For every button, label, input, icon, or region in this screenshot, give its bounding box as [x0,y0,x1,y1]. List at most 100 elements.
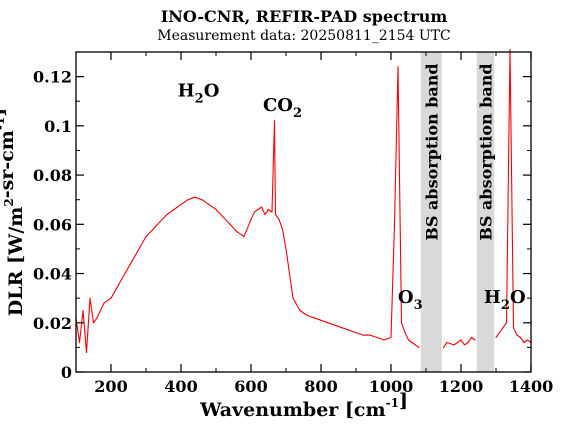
data-point [292,297,294,299]
data-point [281,228,284,230]
data-point [229,223,231,225]
data-point [138,248,140,250]
data-point [131,260,133,262]
data-point [222,216,224,218]
data-point [509,48,511,51]
data-point [463,344,466,346]
data-point [145,236,147,238]
data-point [152,228,154,230]
y-tick-label: 0.12 [33,68,72,87]
shaded-bands: BS absorption band BS absorption band [420,52,496,372]
data-point [512,327,515,329]
data-point [271,211,273,213]
data-point [502,327,504,329]
data-point [474,339,476,341]
spectrum-line-1 [75,48,532,353]
data-point [253,211,256,213]
data-point [250,218,252,220]
data-point [96,317,98,319]
x-tick-label: 1200 [439,377,484,396]
y-tick-label: 0.06 [33,215,72,234]
data-point [348,329,350,331]
x-tick-label: 800 [304,377,337,396]
data-point [236,231,238,233]
axis-ticks: 200 400 600 800 1000 1200 1400 0 0.02 0.04 0.06 0.0… [33,52,553,396]
data-point [460,339,462,341]
data-point [288,272,291,275]
data-point [320,319,322,321]
band-label-1: BS absorption band [422,63,441,240]
absorption-band-2 [476,52,495,372]
data-point [467,341,469,344]
plot-frame [75,51,532,373]
data-point [103,302,105,304]
chart-title: INO-CNR, REFIR-PAD spectrum [161,7,448,26]
data-point [404,332,406,334]
data-point [414,344,417,346]
data-point [470,336,473,339]
data-point [327,322,329,324]
absorption-band-1 [420,52,442,372]
data-point [215,208,217,211]
data-point [274,213,277,216]
data-point [273,120,276,122]
x-tick-label: 600 [234,377,267,396]
data-point [400,322,403,324]
data-point [264,213,266,216]
data-point [526,339,529,341]
x-tick-label: 400 [164,377,197,396]
data-point [124,272,126,275]
data-point [187,199,189,201]
data-point [166,213,168,216]
annotation-1: H2O [178,80,220,106]
annotation-2: CO2 [263,95,302,121]
y-tick-label: 0 [61,363,72,382]
data-point [523,341,525,344]
data-point [99,309,102,312]
data-point [390,336,392,339]
data-point [516,334,518,336]
data-point [257,208,259,211]
data-point [341,327,343,329]
data-point [383,339,385,341]
x-tick-label: 200 [94,377,127,396]
data-point [278,218,280,220]
data-point [92,322,95,324]
data-point [355,332,357,334]
data-point [260,206,263,208]
data-point [505,322,508,324]
data-point [519,336,522,339]
data-point [159,221,161,223]
x-tick-label: 1400 [509,377,554,396]
data-point [180,204,182,206]
data-point [306,314,308,316]
data-point [495,336,497,339]
data-point [407,339,410,341]
data-point [397,66,399,68]
chart-subtitle: Measurement data: 20250811_2154 UTC [157,28,450,44]
data-point [442,346,445,348]
data-point [376,336,378,339]
data-point [117,285,119,287]
data-point [334,324,336,326]
data-point [411,341,413,344]
data-point [393,223,396,225]
data-point [110,297,112,299]
x-tick-label: 1000 [369,377,414,396]
data-point [85,351,88,353]
data-point [453,344,455,346]
data-point [173,208,175,211]
data-point [201,199,203,201]
data-point [267,208,270,211]
data-point [446,341,448,344]
y-axis-label: DLR [W/m2-sr-cm-1] [0,108,27,316]
data-point [285,248,287,250]
band-label-2: BS absorption band [477,63,496,240]
data-point [498,332,501,334]
y-tick-label: 0.02 [33,314,72,333]
y-tick-label: 0.04 [33,265,72,284]
data-point [194,196,196,198]
y-tick-label: 0.1 [44,117,72,136]
